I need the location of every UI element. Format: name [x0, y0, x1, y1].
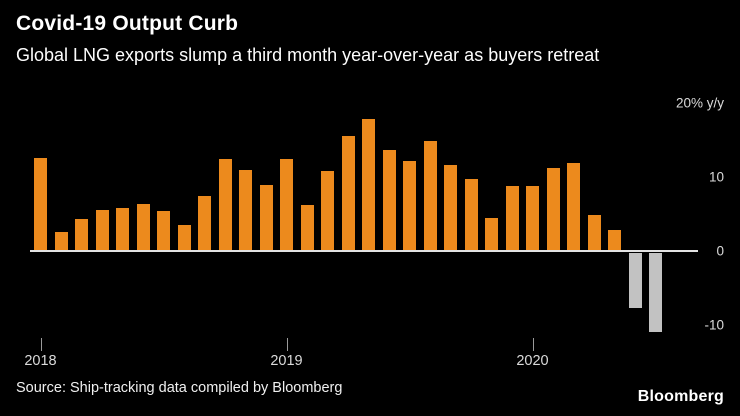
bar-may-2019: [362, 119, 375, 252]
zero-axis-line: [30, 250, 698, 253]
bar-jan-2020: [526, 186, 539, 252]
bar-mar-2018: [75, 219, 88, 252]
x-axis-label-2020: 2020: [516, 353, 549, 369]
bar-aug-2018: [177, 224, 191, 252]
x-axis-tick-2018: [40, 338, 42, 351]
x-axis-tick-2020: [532, 338, 534, 351]
bar-jan-2018: [34, 157, 47, 252]
bar-dec-2018: [259, 184, 273, 252]
bar-oct-2019: [464, 179, 478, 252]
chart-subtitle: Global LNG exports slump a third month y…: [16, 45, 600, 65]
bar-mar-2019: [321, 171, 334, 252]
bar-sep-2019: [444, 165, 457, 252]
bar-aug-2019: [423, 140, 437, 252]
bar-apr-2018: [95, 209, 109, 252]
bar-sep-2018: [198, 196, 211, 252]
bar-apr-2020: [587, 214, 601, 252]
x-axis-tick-2019: [286, 338, 288, 351]
bar-nov-2018: [239, 169, 252, 252]
bar-may-2020: [608, 229, 621, 252]
bar-jun-2018: [136, 203, 150, 252]
bar-dec-2019: [505, 186, 519, 252]
bloomberg-logo: Bloomberg: [637, 388, 724, 405]
x-axis-label-2018: 2018: [24, 353, 57, 369]
x-axis-label-2019: 2019: [270, 353, 303, 369]
bar-apr-2019: [341, 135, 355, 252]
y-axis-label-0: 0: [716, 243, 724, 259]
bar-jul-2020: [649, 253, 662, 332]
bar-jun-2019: [382, 150, 396, 252]
bar-nov-2019: [485, 217, 498, 252]
y-axis-label-20: 20% y/y: [675, 95, 724, 111]
bar-feb-2018: [54, 232, 68, 252]
y-axis-label-10: 10: [708, 169, 724, 185]
x-axis-labels: 2018 2019 2020: [24, 338, 698, 384]
source-note: Source: Ship-tracking data compiled by B…: [16, 380, 343, 396]
bar-jul-2018: [157, 211, 170, 252]
bar-may-2018: [116, 207, 129, 252]
chart-title: Covid-19 Output Curb: [16, 12, 239, 35]
bar-jul-2019: [403, 160, 416, 252]
bar-jun-2020: [628, 253, 642, 309]
y-axis-labels: 20% y/y 10 0 -10: [644, 96, 724, 344]
bar-jan-2019: [280, 159, 293, 252]
bar-mar-2020: [567, 163, 580, 252]
bar-feb-2019: [300, 205, 314, 252]
bar-oct-2018: [218, 159, 232, 252]
bar-feb-2020: [546, 168, 560, 252]
plot-area: [30, 103, 698, 344]
y-axis-label--10: -10: [704, 317, 724, 333]
